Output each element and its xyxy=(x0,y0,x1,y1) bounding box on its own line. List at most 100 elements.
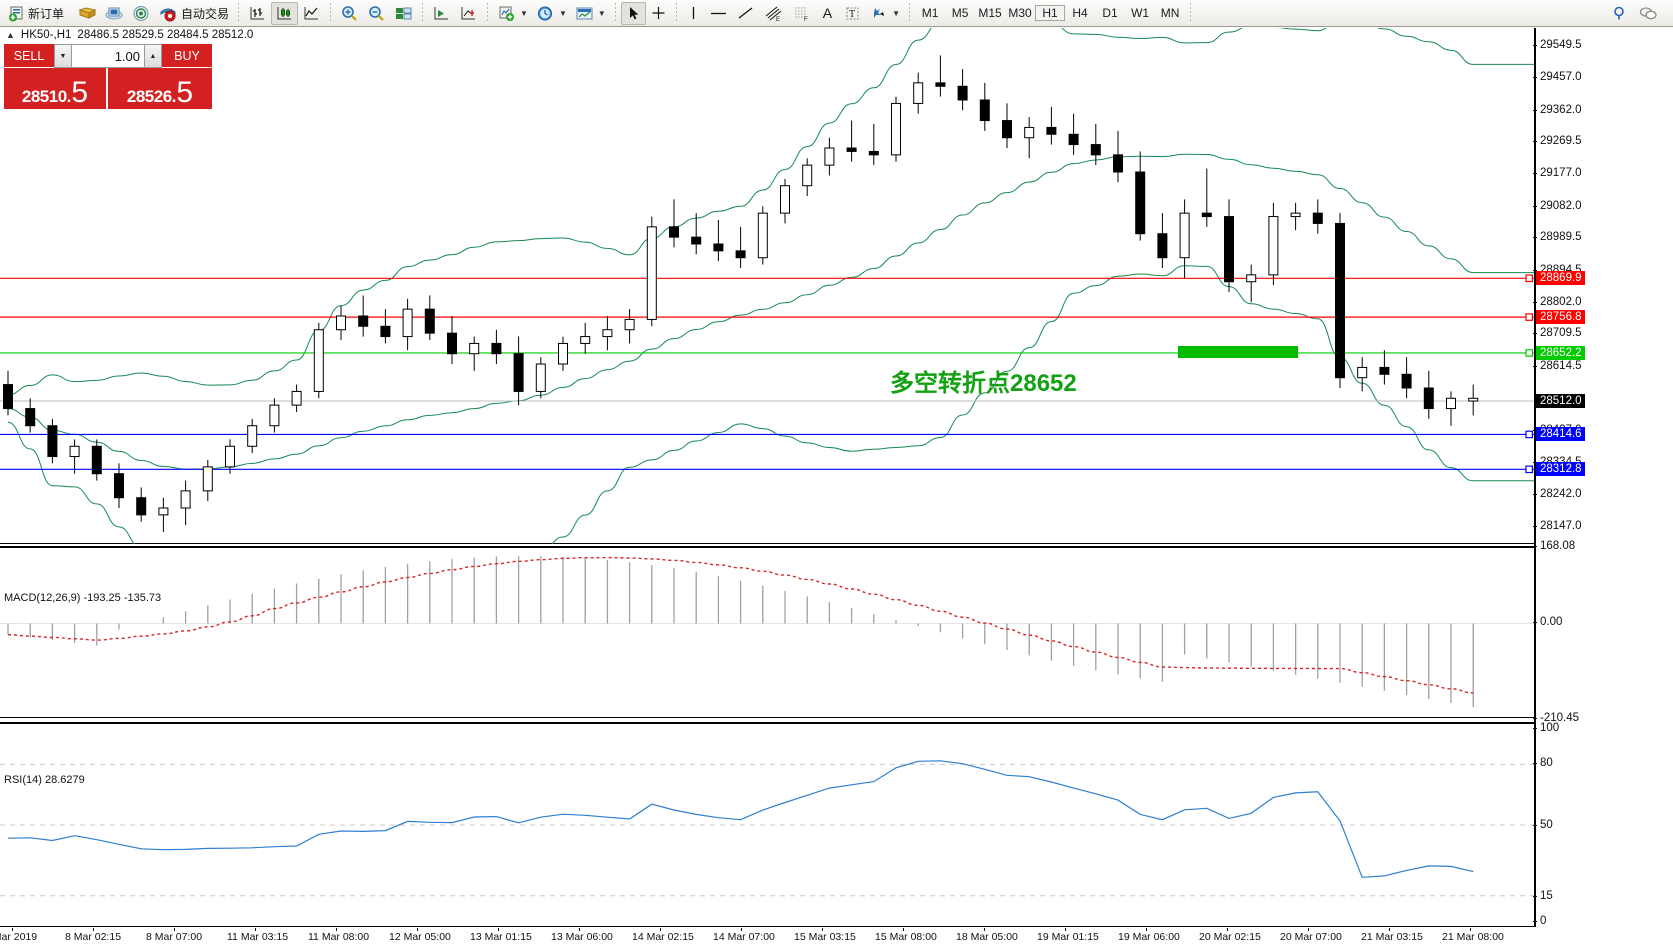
candle xyxy=(1312,199,1323,234)
candle xyxy=(891,96,901,162)
tile-windows-button[interactable] xyxy=(390,2,417,25)
timeframe-w1[interactable]: W1 xyxy=(1131,6,1150,20)
candle xyxy=(558,336,568,371)
price-axis[interactable]: 29549.5 29457.0 29362.0 29269.5 29177.0 29082… xyxy=(1532,28,1673,927)
candle xyxy=(1157,213,1168,268)
rsi-axis-tick-label: 80 xyxy=(1540,757,1553,769)
templates-button[interactable]: ▼ xyxy=(571,2,610,25)
price-badge-resistance-2[interactable]: 28756.8 xyxy=(1536,310,1585,325)
time-axis-tick xyxy=(93,928,94,931)
fibonacci-button[interactable]: F xyxy=(788,2,815,25)
time-axis-label: 21 Mar 03:15 xyxy=(1361,931,1423,943)
trade-panel-top-row: SELL ▼ 1.00 ▲ BUY xyxy=(4,44,212,68)
candle xyxy=(1024,117,1035,159)
price-chart-pane[interactable] xyxy=(0,28,1534,544)
time-axis[interactable]: 7 Mar 2019 8 Mar 02:15 8 Mar 07:00 11 Mar 0… xyxy=(0,928,1534,951)
auto-trading-button[interactable]: 自动交易 xyxy=(155,2,233,25)
chart-shift-button[interactable] xyxy=(455,2,482,25)
crosshair-button[interactable] xyxy=(646,2,671,25)
rsi-axis-tick-label: 0 xyxy=(1540,915,1547,927)
volume-stepper[interactable]: ▼ 1.00 ▲ xyxy=(54,44,162,68)
folder-icon xyxy=(78,5,97,22)
chevron-down-icon[interactable]: ▼ xyxy=(520,8,528,18)
chevron-down-icon[interactable]: ▼ xyxy=(892,8,901,18)
price-axis-tick-label: 29549.5 xyxy=(1540,39,1582,52)
toolbar-separator xyxy=(1190,3,1192,23)
chevron-down-icon[interactable]: ▼ xyxy=(558,8,567,18)
timeframe-mn[interactable]: MN xyxy=(1160,6,1180,20)
terminal-button[interactable] xyxy=(101,2,128,25)
shapes-button[interactable]: ▼ xyxy=(865,2,904,25)
auto-scroll-button[interactable] xyxy=(428,2,455,25)
new-order-label: 新订单 xyxy=(28,6,65,21)
vertical-line-icon xyxy=(686,5,701,22)
timeframe-m30[interactable]: M30 xyxy=(1008,6,1032,20)
bar-chart-button[interactable] xyxy=(244,2,271,25)
price-badge-support-2[interactable]: 28312.8 xyxy=(1536,462,1585,477)
history-button[interactable] xyxy=(74,2,101,25)
zoom-out-button[interactable] xyxy=(363,2,390,25)
price-badge-pivot[interactable]: 28652.2 xyxy=(1536,345,1585,360)
zoom-in-button[interactable] xyxy=(336,2,363,25)
candle xyxy=(1179,199,1190,279)
triangle-up-icon[interactable]: ▲ xyxy=(6,30,15,40)
chevron-down-icon[interactable]: ▼ xyxy=(597,8,606,18)
sell-price-separator: . xyxy=(66,87,72,106)
one-click-trading-panel[interactable]: SELL ▼ 1.00 ▲ BUY 28510 . 5 28526 . 5 xyxy=(4,44,212,109)
time-axis-tick xyxy=(579,928,580,931)
vertical-line-button[interactable] xyxy=(682,2,705,25)
timeframe-h1[interactable]: H1 xyxy=(1035,5,1066,21)
timeframe-m1[interactable]: M1 xyxy=(921,6,939,20)
price-badge-current-price[interactable]: 28512.0 xyxy=(1536,394,1585,409)
periods-button[interactable]: ▼ xyxy=(532,2,571,25)
macd-axis-tick-label: 0.00 xyxy=(1540,616,1563,629)
caret-down-icon[interactable]: ▼ xyxy=(55,45,72,67)
line-chart-button[interactable] xyxy=(298,2,325,25)
candle xyxy=(824,137,835,176)
indicators-icon xyxy=(497,5,516,22)
caret-up-icon[interactable]: ▲ xyxy=(144,45,161,67)
chat-button[interactable] xyxy=(1634,2,1663,25)
timeframe-m5[interactable]: M5 xyxy=(951,6,969,20)
horizontal-line-button[interactable] xyxy=(705,2,732,25)
trendline-button[interactable] xyxy=(732,2,759,25)
text-button[interactable]: A xyxy=(815,2,840,25)
time-axis-tick xyxy=(498,928,499,931)
candle xyxy=(1379,350,1390,385)
text-label-button[interactable]: T xyxy=(840,2,865,25)
candle xyxy=(91,439,102,481)
sell-button[interactable]: 28510 . 5 xyxy=(4,68,108,109)
signals-button[interactable] xyxy=(128,2,155,25)
equidistant-channel-icon: E xyxy=(763,5,784,22)
macd-pane[interactable] xyxy=(0,546,1534,718)
candlestick-chart-button[interactable] xyxy=(271,1,299,25)
price-axis-tick-label: 28709.5 xyxy=(1540,327,1582,340)
candle xyxy=(979,82,990,131)
fibonacci-icon: F xyxy=(792,5,811,22)
candle xyxy=(957,69,968,111)
trade-panel-bottom-row: 28510 . 5 28526 . 5 xyxy=(4,68,212,109)
candle xyxy=(1046,106,1057,145)
indicators-button[interactable]: ▼ xyxy=(493,2,532,25)
cursor-button[interactable] xyxy=(620,1,646,25)
time-axis-tick xyxy=(1065,928,1066,931)
equidistant-channel-button[interactable]: E xyxy=(759,2,788,25)
price-axis-tick-label: 29362.0 xyxy=(1540,103,1582,116)
time-axis-label: 8 Mar 02:15 xyxy=(65,931,122,943)
price-badge-support-1[interactable]: 28414.6 xyxy=(1536,427,1585,442)
candle xyxy=(247,418,258,454)
buy-label[interactable]: BUY xyxy=(162,44,212,68)
search-button[interactable] xyxy=(1607,2,1634,25)
sell-label[interactable]: SELL xyxy=(4,44,54,68)
price-badge-resistance-1[interactable]: 28869.9 xyxy=(1536,271,1585,286)
time-axis-tick xyxy=(417,928,418,931)
timeframe-d1[interactable]: D1 xyxy=(1102,6,1118,20)
candle xyxy=(358,295,369,337)
time-axis-tick xyxy=(984,928,985,931)
volume-input[interactable]: 1.00 xyxy=(72,45,144,67)
new-order-button[interactable]: 新订单 xyxy=(4,2,68,25)
rsi-pane[interactable] xyxy=(0,722,1534,927)
timeframe-h4[interactable]: H4 xyxy=(1072,6,1088,20)
buy-button[interactable]: 28526 . 5 xyxy=(108,68,212,109)
timeframe-m15[interactable]: M15 xyxy=(978,6,1002,20)
